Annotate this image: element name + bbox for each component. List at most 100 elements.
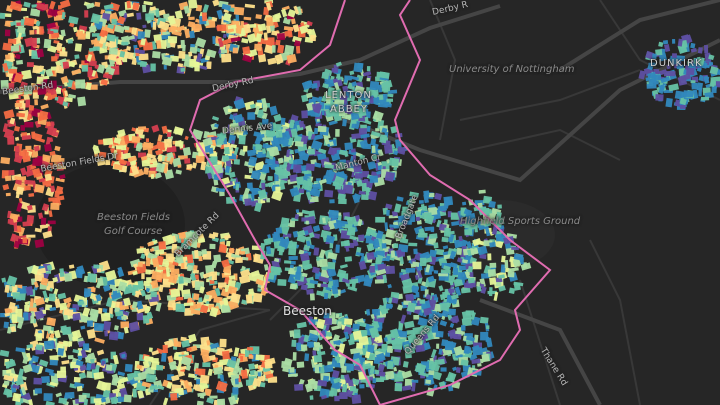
building-footprint (47, 89, 52, 94)
building-footprint (120, 321, 130, 329)
building-footprint (250, 269, 260, 277)
building-footprint (100, 79, 109, 86)
building-footprint (352, 155, 357, 161)
building-footprint (15, 179, 23, 185)
building-footprint (344, 224, 353, 229)
building-footprint (155, 9, 160, 18)
building-footprint (476, 285, 482, 292)
building-footprint (16, 59, 24, 65)
building-footprint (150, 291, 157, 298)
building-footprint (162, 344, 168, 354)
major-road (558, 0, 720, 72)
building-footprint (501, 255, 506, 263)
building-footprint (375, 127, 380, 132)
building-footprint (151, 350, 160, 356)
building-footprint (123, 51, 134, 60)
building-footprint (90, 358, 95, 364)
building-footprint (215, 187, 226, 193)
building-footprint (231, 140, 235, 145)
building-footprint (33, 377, 43, 385)
building-footprint (127, 155, 137, 163)
building-footprint (244, 198, 252, 206)
building-footprint (479, 316, 489, 324)
building-footprint (149, 6, 157, 12)
building-footprint (366, 309, 371, 316)
building-footprint (184, 135, 189, 141)
building-footprint (3, 380, 10, 386)
building-footprint (289, 264, 294, 269)
building-footprint (266, 246, 272, 255)
building-footprint (233, 146, 239, 156)
building-footprint (1, 277, 7, 283)
building-footprint (266, 198, 270, 203)
building-footprint (263, 264, 269, 271)
building-footprint (366, 66, 371, 72)
building-footprint (228, 247, 235, 254)
building-footprint (352, 106, 360, 114)
building-footprint (198, 256, 203, 262)
building-footprint (331, 318, 337, 325)
building-footprint (49, 330, 54, 334)
building-footprint (265, 129, 276, 137)
building-footprint (51, 56, 58, 62)
building-footprint (250, 170, 262, 181)
building-footprint (190, 43, 196, 48)
building-footprint (381, 344, 388, 351)
building-footprint (199, 374, 210, 384)
building-footprint (419, 257, 427, 267)
building-footprint (423, 190, 430, 196)
building-footprint (310, 34, 316, 42)
building-footprint (255, 33, 263, 43)
building-footprint (488, 287, 493, 297)
building-footprint (39, 26, 44, 35)
building-footprint (225, 251, 237, 260)
building-footprint (344, 75, 352, 81)
building-footprint (202, 362, 211, 368)
building-footprint (72, 336, 78, 342)
building-footprint (192, 293, 200, 301)
building-footprint (93, 46, 100, 51)
building-footprint (23, 1, 31, 8)
building-footprint (43, 95, 49, 101)
building-footprint (55, 86, 62, 93)
building-footprint (289, 283, 298, 290)
building-footprint (425, 379, 431, 385)
building-footprint (212, 285, 217, 290)
building-footprint (489, 277, 497, 286)
building-footprint (0, 349, 10, 357)
building-footprint (318, 178, 327, 185)
building-footprint (126, 0, 132, 9)
building-footprint (369, 265, 375, 273)
building-footprint (59, 174, 66, 180)
building-footprint (344, 256, 353, 262)
building-footprint (339, 392, 348, 399)
building-footprint (275, 227, 283, 235)
building-footprint (47, 30, 54, 35)
building-footprint (354, 173, 363, 179)
building-footprint (290, 128, 299, 138)
building-footprint (21, 134, 32, 141)
building-footprint (85, 31, 91, 40)
building-footprint (177, 164, 182, 168)
building-footprint (349, 385, 357, 392)
building-footprint (462, 201, 467, 206)
building-footprint (265, 2, 272, 11)
building-footprint (30, 8, 41, 17)
building-footprint (422, 212, 432, 220)
building-footprint (362, 70, 372, 77)
building-footprint (87, 66, 93, 73)
building-footprint (162, 397, 169, 405)
building-footprint (148, 347, 153, 353)
building-footprint (24, 185, 31, 191)
building-footprint (228, 171, 236, 178)
building-footprint (305, 220, 309, 225)
building-footprint (450, 293, 459, 300)
building-footprint (275, 130, 283, 138)
building-footprint (31, 131, 36, 138)
building-footprint (41, 203, 50, 212)
building-footprint (49, 359, 58, 366)
building-footprint (222, 127, 227, 133)
building-footprint (186, 254, 194, 264)
